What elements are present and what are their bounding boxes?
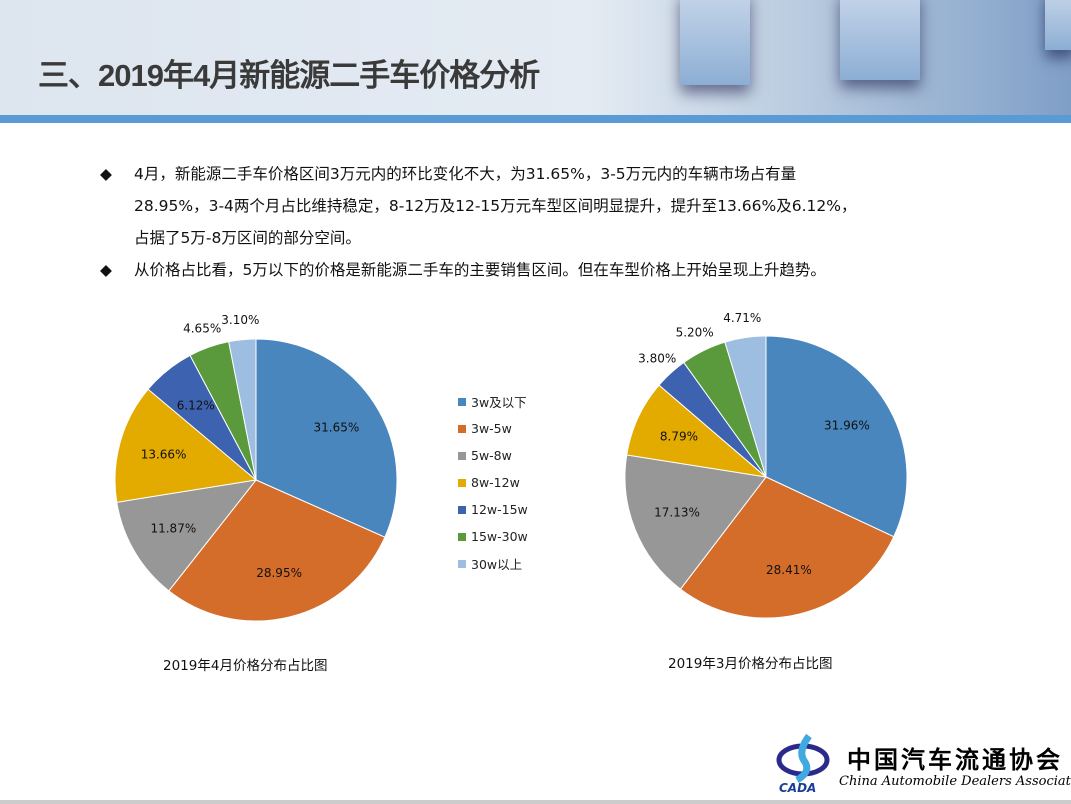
pie-slice-3w-5w — [168, 479, 386, 622]
pie-slice-3w及以下 — [765, 335, 908, 538]
legend-item: 5w-8w — [458, 442, 528, 469]
legend: 3w及以下 3w-5w 5w-8w 8w-12w 12w-15w 15w-30w… — [458, 388, 528, 577]
page-title: 三、2019年4月新能源二手车价格分析 — [38, 58, 540, 93]
legend-item: 15w-30w — [458, 523, 528, 550]
cada-logo: CADA 中国汽车流通协会 China Automobile Dealers A… — [775, 732, 1071, 794]
pie-slice-3w-5w — [679, 476, 895, 619]
data-label: 17.13% — [654, 506, 700, 520]
data-label: 11.87% — [150, 522, 196, 536]
logo-cn-text: 中国汽车流通协会 — [847, 745, 1063, 774]
data-label: 31.96% — [824, 419, 870, 433]
pie-slice-30w以上 — [228, 338, 257, 481]
legend-swatch — [458, 505, 466, 514]
decorative-cube — [1045, 0, 1071, 50]
pie-slice-8w-12w — [114, 388, 258, 503]
data-label: 28.95% — [256, 566, 302, 580]
legend-item: 12w-15w — [458, 496, 528, 523]
bullet-text: 4月，新能源二手车价格区间3万元内的环比变化不大，为31.65%，3-5万元内的… — [134, 165, 797, 183]
data-label: 4.71% — [723, 311, 761, 325]
legend-swatch — [458, 397, 466, 406]
legend-item: 30w以上 — [458, 550, 528, 577]
legend-swatch — [458, 424, 466, 433]
bullet-text: 28.95%，3-4两个月占比维持稳定，8-12万及12-15万元车型区间明显提… — [134, 197, 857, 215]
bullet-text: 从价格占比看，5万以下的价格是新能源二手车的主要销售区间。但在车型价格上开始呈现… — [134, 261, 826, 279]
pie-slice-3w及以下 — [255, 338, 398, 538]
svg-text:CADA: CADA — [779, 781, 816, 794]
chart-caption-april: 2019年4月价格分布占比图 — [163, 658, 328, 674]
logo-en-text: China Automobile Dealers Association — [839, 774, 1071, 789]
data-label: 31.65% — [314, 421, 360, 435]
bullet-item: ◆ 从价格占比看，5万以下的价格是新能源二手车的主要销售区间。但在车型价格上开始… — [100, 254, 970, 286]
legend-item: 3w-5w — [458, 415, 528, 442]
data-label: 3.10% — [221, 313, 259, 327]
diamond-bullet-icon: ◆ — [100, 261, 112, 279]
footer-line — [0, 800, 1071, 804]
pie-slice-5w-8w — [624, 454, 767, 590]
header-bar — [0, 115, 1071, 123]
diamond-bullet-icon: ◆ — [100, 165, 112, 183]
data-label: 3.80% — [638, 351, 676, 365]
bullet-item: ◆ 4月，新能源二手车价格区间3万元内的环比变化不大，为31.65%，3-5万元… — [100, 158, 970, 254]
data-label: 5.20% — [676, 326, 714, 340]
legend-item: 8w-12w — [458, 469, 528, 496]
data-label: 6.12% — [177, 398, 215, 412]
pie-slice-30w以上 — [724, 335, 767, 478]
bullet-list: ◆ 4月，新能源二手车价格区间3万元内的环比变化不大，为31.65%，3-5万元… — [100, 158, 970, 286]
data-label: 8.79% — [660, 430, 698, 444]
decorative-cube — [680, 0, 750, 85]
legend-swatch — [458, 559, 466, 568]
chart-caption-march: 2019年3月价格分布占比图 — [668, 656, 833, 672]
legend-swatch — [458, 478, 466, 487]
legend-swatch — [458, 532, 466, 541]
pie-slice-5w-8w — [116, 479, 258, 592]
bullet-text: 占据了5万-8万区间的部分空间。 — [134, 229, 361, 247]
data-label: 28.41% — [766, 563, 812, 577]
data-label: 4.65% — [183, 321, 221, 335]
legend-swatch — [458, 451, 466, 460]
header-banner — [0, 0, 1071, 115]
legend-item: 3w及以下 — [458, 388, 528, 415]
decorative-cube — [840, 0, 920, 80]
cada-logo-icon: CADA — [776, 733, 830, 794]
data-label: 13.66% — [141, 447, 187, 461]
